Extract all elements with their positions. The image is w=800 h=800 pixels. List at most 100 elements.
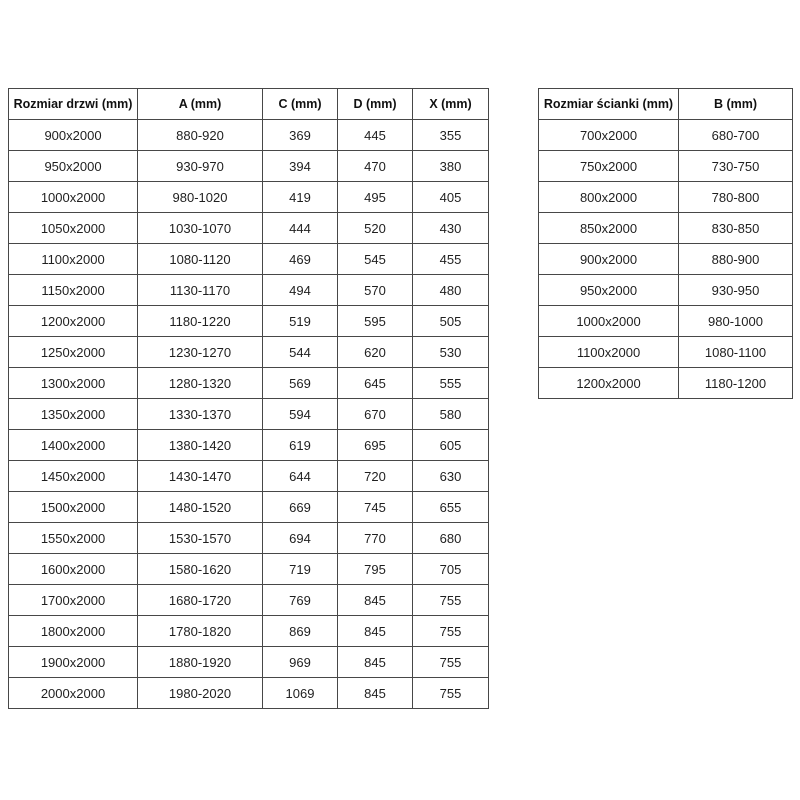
- table-cell: 969: [262, 646, 338, 678]
- door-sizes-table: Rozmiar drzwi (mm) A (mm) C (mm) D (mm) …: [8, 88, 489, 709]
- table-cell: 1130-1170: [137, 274, 263, 306]
- table-row: 1450x2000 1430-1470 644 720 630: [8, 460, 489, 492]
- table-cell: 1450x2000: [8, 460, 138, 492]
- table-cell: 444: [262, 212, 338, 244]
- table-cell: 780-800: [678, 181, 793, 213]
- table-cell: 495: [337, 181, 413, 213]
- table-cell: 1900x2000: [8, 646, 138, 678]
- table-row: 900x2000 880-900: [538, 243, 793, 275]
- table-cell: 405: [412, 181, 489, 213]
- table-cell: 900x2000: [8, 119, 138, 151]
- table-cell: 670: [337, 398, 413, 430]
- table-cell: 845: [337, 584, 413, 616]
- table-cell: 930-970: [137, 150, 263, 182]
- table-cell: 1200x2000: [538, 367, 679, 399]
- table-cell: 730-750: [678, 150, 793, 182]
- table-cell: 394: [262, 150, 338, 182]
- door-sizes-header-row: Rozmiar drzwi (mm) A (mm) C (mm) D (mm) …: [8, 88, 489, 120]
- table-cell: 1080-1120: [137, 243, 263, 275]
- table-cell: 680-700: [678, 119, 793, 151]
- table-cell: 570: [337, 274, 413, 306]
- table-cell: 1580-1620: [137, 553, 263, 585]
- table-cell: 700x2000: [538, 119, 679, 151]
- header-rozmiar-drzwi: Rozmiar drzwi (mm): [8, 88, 138, 120]
- table-cell: 569: [262, 367, 338, 399]
- table-cell: 1380-1420: [137, 429, 263, 461]
- table-row: 1700x2000 1680-1720 769 845 755: [8, 584, 489, 616]
- table-cell: 580: [412, 398, 489, 430]
- table-row: 1050x2000 1030-1070 444 520 430: [8, 212, 489, 244]
- table-cell: 480: [412, 274, 489, 306]
- table-cell: 1800x2000: [8, 615, 138, 647]
- table-cell: 445: [337, 119, 413, 151]
- table-row: 1100x2000 1080-1100: [538, 336, 793, 368]
- table-cell: 1700x2000: [8, 584, 138, 616]
- table-cell: 769: [262, 584, 338, 616]
- table-row: 1600x2000 1580-1620 719 795 705: [8, 553, 489, 585]
- table-cell: 1680-1720: [137, 584, 263, 616]
- table-cell: 1780-1820: [137, 615, 263, 647]
- table-cell: 1600x2000: [8, 553, 138, 585]
- table-row: 700x2000 680-700: [538, 119, 793, 151]
- table-cell: 2000x2000: [8, 677, 138, 709]
- table-cell: 755: [412, 584, 489, 616]
- table-cell: 880-900: [678, 243, 793, 275]
- table-cell: 800x2000: [538, 181, 679, 213]
- table-cell: 1080-1100: [678, 336, 793, 368]
- table-row: 1900x2000 1880-1920 969 845 755: [8, 646, 489, 678]
- table-row: 1550x2000 1530-1570 694 770 680: [8, 522, 489, 554]
- header-b-mm: B (mm): [678, 88, 793, 120]
- table-cell: 494: [262, 274, 338, 306]
- table-cell: 545: [337, 243, 413, 275]
- table-row: 1000x2000 980-1020 419 495 405: [8, 181, 489, 213]
- table-cell: 644: [262, 460, 338, 492]
- door-sizes-table-body: 900x2000 880-920 369 445 355 950x2000 930-970 3…: [8, 119, 489, 709]
- table-cell: 850x2000: [538, 212, 679, 244]
- table-cell: 845: [337, 646, 413, 678]
- table-cell: 720: [337, 460, 413, 492]
- table-row: 750x2000 730-750: [538, 150, 793, 182]
- table-row: 2000x2000 1980-2020 1069 845 755: [8, 677, 489, 709]
- table-cell: 755: [412, 646, 489, 678]
- table-cell: 745: [337, 491, 413, 523]
- table-cell: 950x2000: [538, 274, 679, 306]
- table-cell: 430: [412, 212, 489, 244]
- table-cell: 519: [262, 305, 338, 337]
- header-rozmiar-scianki: Rozmiar ścianki (mm): [538, 88, 679, 120]
- table-cell: 1180-1220: [137, 305, 263, 337]
- table-cell: 619: [262, 429, 338, 461]
- table-cell: 355: [412, 119, 489, 151]
- table-cell: 695: [337, 429, 413, 461]
- table-cell: 1250x2000: [8, 336, 138, 368]
- table-cell: 770: [337, 522, 413, 554]
- table-cell: 1480-1520: [137, 491, 263, 523]
- table-cell: 1180-1200: [678, 367, 793, 399]
- table-cell: 680: [412, 522, 489, 554]
- table-cell: 930-950: [678, 274, 793, 306]
- table-cell: 380: [412, 150, 489, 182]
- table-row: 1400x2000 1380-1420 619 695 605: [8, 429, 489, 461]
- table-cell: 950x2000: [8, 150, 138, 182]
- table-cell: 645: [337, 367, 413, 399]
- table-cell: 1050x2000: [8, 212, 138, 244]
- table-cell: 880-920: [137, 119, 263, 151]
- table-cell: 1100x2000: [8, 243, 138, 275]
- table-cell: 1430-1470: [137, 460, 263, 492]
- table-row: 1200x2000 1180-1200: [538, 367, 793, 399]
- table-row: 1300x2000 1280-1320 569 645 555: [8, 367, 489, 399]
- table-cell: 1000x2000: [8, 181, 138, 213]
- table-row: 800x2000 780-800: [538, 181, 793, 213]
- table-cell: 470: [337, 150, 413, 182]
- table-cell: 845: [337, 677, 413, 709]
- table-cell: 1980-2020: [137, 677, 263, 709]
- table-cell: 419: [262, 181, 338, 213]
- header-c-mm: C (mm): [262, 88, 338, 120]
- table-cell: 1200x2000: [8, 305, 138, 337]
- table-cell: 605: [412, 429, 489, 461]
- table-row: 1000x2000 980-1000: [538, 305, 793, 337]
- table-cell: 1550x2000: [8, 522, 138, 554]
- table-cell: 520: [337, 212, 413, 244]
- table-cell: 795: [337, 553, 413, 585]
- table-row: 900x2000 880-920 369 445 355: [8, 119, 489, 151]
